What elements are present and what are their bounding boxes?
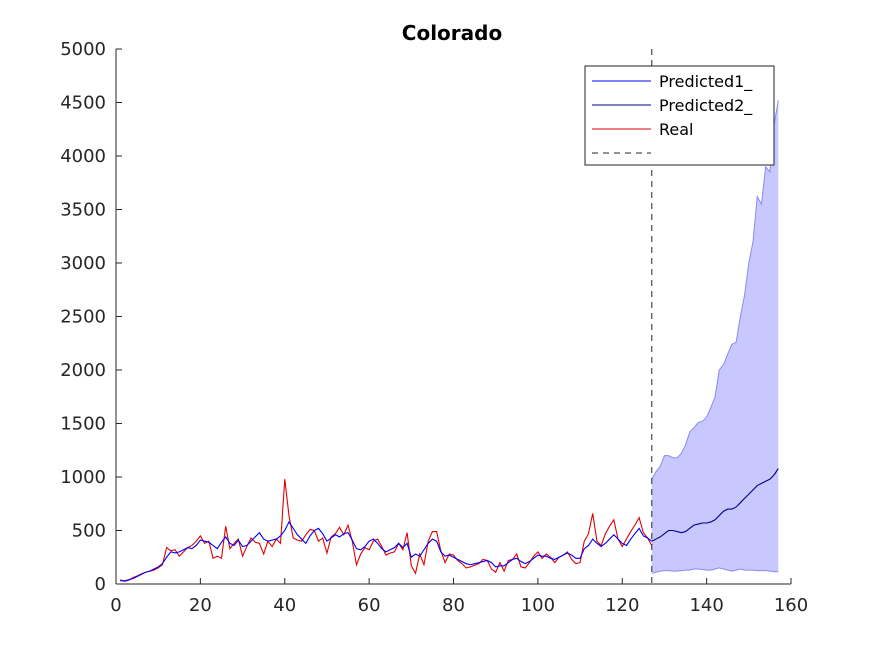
- x-tick-label: 80: [442, 595, 465, 616]
- series-line-real: [120, 479, 653, 582]
- x-tick-label: 0: [110, 595, 121, 616]
- prediction-band-upper-edge: [651, 100, 779, 480]
- chart-title: Colorado: [402, 21, 502, 45]
- x-tick-label: 160: [774, 595, 808, 616]
- x-tick-label: 120: [605, 595, 639, 616]
- y-tick-label: 500: [72, 521, 106, 542]
- legend-label: Predicted2_: [659, 96, 753, 116]
- y-tick-label: 1000: [60, 467, 106, 488]
- y-tick-label: 4000: [60, 146, 106, 167]
- y-tick-label: 0: [95, 574, 106, 595]
- y-tick-label: 2500: [60, 307, 106, 328]
- y-tick-label: 2000: [60, 360, 106, 381]
- prediction-band-lower-edge: [651, 567, 779, 574]
- prediction-band-area: [651, 100, 779, 574]
- legend-box: [584, 65, 775, 166]
- prediction-band-layer: [651, 100, 779, 574]
- series-line-predicted1: [120, 520, 653, 582]
- legend-label: Predicted1_: [659, 72, 753, 92]
- x-tick-label: 40: [273, 595, 296, 616]
- y-tick-label: 4500: [60, 93, 106, 114]
- axes-layer: 0 20 40 60 80 100 120 140 160 0 500 1000 1500 2000 250…: [60, 39, 808, 616]
- legend-label: Real: [659, 120, 694, 139]
- x-tick-label: 60: [358, 595, 381, 616]
- y-tick-label: 3500: [60, 200, 106, 221]
- legend: Predicted1_ Predicted2_ Real: [584, 65, 775, 166]
- y-tick-label: 1500: [60, 414, 106, 435]
- y-tick-label: 5000: [60, 39, 106, 60]
- series-line-predicted2: [651, 468, 779, 542]
- x-tick-label: 140: [689, 595, 723, 616]
- x-tick-label: 20: [189, 595, 212, 616]
- x-tick-label: 100: [521, 595, 555, 616]
- y-tick-label: 3000: [60, 253, 106, 274]
